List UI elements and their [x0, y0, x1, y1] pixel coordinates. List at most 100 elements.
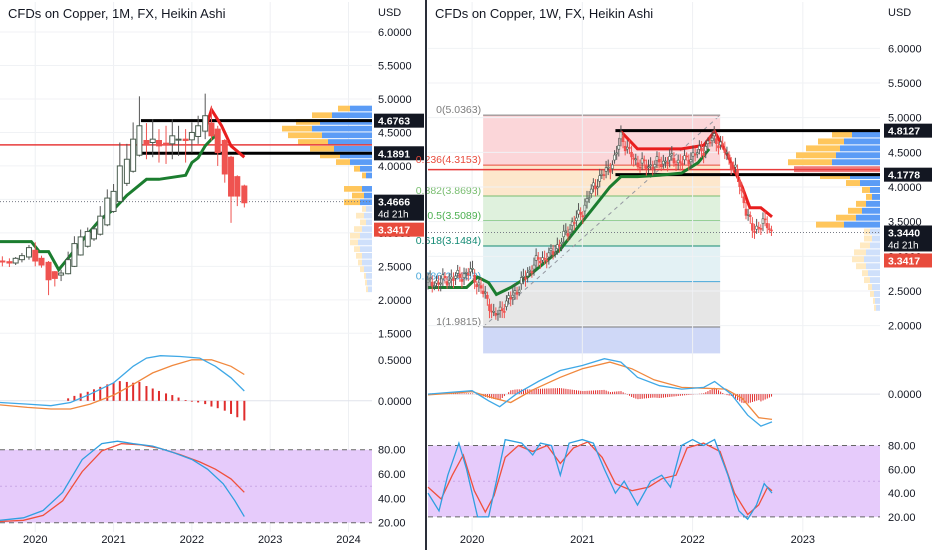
- current-price-countdown: 4d 21h: [888, 240, 919, 251]
- volume-profile-bar: [350, 159, 372, 165]
- macd-tick-label: 0.5000: [378, 355, 412, 367]
- candle-body: [638, 166, 642, 169]
- weekly-macd-pane: [427, 358, 880, 427]
- candle-body: [505, 300, 508, 307]
- macd-line: [0, 355, 245, 407]
- volume-profile-bar: [354, 226, 362, 232]
- candle-body: [169, 135, 176, 145]
- candle-body: [723, 148, 727, 153]
- volume-profile-bar: [862, 207, 880, 214]
- volume-profile-bar: [344, 186, 362, 192]
- macd-signal-line: [427, 361, 773, 421]
- fib-level-label: 0.5(3.5089): [427, 210, 481, 222]
- candle-body: [678, 161, 682, 164]
- candle-body: [195, 125, 202, 137]
- candle-body: [560, 241, 563, 245]
- monthly-stoch-pane: [0, 440, 372, 524]
- weekly-price-axis[interactable]: 6.00005.50005.00004.50004.00003.50003.00…: [884, 43, 932, 524]
- candle-body: [553, 252, 557, 254]
- volume-profile-bar: [873, 297, 875, 304]
- candle-body: [469, 268, 472, 273]
- macd-signal-line: [0, 359, 245, 410]
- level-price-tag: [374, 113, 424, 128]
- candle-body: [522, 275, 525, 278]
- candle-body: [649, 164, 652, 167]
- level-price-tag-label: 4.1891: [378, 148, 410, 160]
- volume-profile-bar: [872, 193, 880, 200]
- prev-close-tag: [884, 253, 932, 268]
- candle-body: [765, 223, 769, 229]
- candle-body: [221, 139, 228, 175]
- macd-line: [427, 358, 773, 427]
- volume-profile-bar: [362, 252, 372, 259]
- volume-profile-bar: [320, 152, 340, 159]
- fib-level-label: 0(5.0363): [436, 104, 481, 116]
- level-price-tag-label: 4.1778: [888, 170, 920, 182]
- monthly-chart: 6.00005.50005.00004.50004.00003.50003.00…: [0, 0, 425, 550]
- volume-profile-bar: [848, 207, 862, 214]
- price-tick-label: 5.5000: [378, 61, 412, 73]
- volume-profile-bar: [870, 187, 880, 193]
- volume-profile-bar: [336, 159, 350, 165]
- candle-body: [18, 255, 25, 261]
- candle-body: [729, 162, 733, 170]
- monthly-price-axis[interactable]: 6.00005.50005.00004.50004.00003.50003.00…: [374, 27, 424, 530]
- candle-body: [509, 297, 512, 300]
- candle-body: [708, 141, 712, 144]
- candle-body: [116, 165, 123, 202]
- volume-profile-bar: [864, 256, 880, 263]
- price-tick-label: 4.5000: [888, 147, 922, 159]
- weekly-time-axis[interactable]: 2020 2021 2022 2023: [460, 534, 815, 546]
- volume-profile-bar: [356, 212, 364, 219]
- candle-body: [746, 214, 750, 216]
- candle-body: [659, 164, 663, 168]
- candle-body: [97, 215, 104, 235]
- candle-body: [175, 138, 182, 141]
- volume-profile-bar: [796, 152, 836, 159]
- candle-body: [439, 282, 443, 285]
- candle-body: [182, 138, 189, 141]
- candle-body: [606, 166, 610, 169]
- candle-body: [721, 143, 724, 146]
- volume-profile-bar: [860, 180, 880, 186]
- candle-body: [712, 133, 716, 137]
- candle-body: [755, 225, 758, 230]
- volume-profile-bar: [354, 246, 360, 252]
- monthly-currency-label: USD: [378, 7, 401, 19]
- volume-profile-bar: [366, 286, 368, 293]
- stoch-d-line: [0, 442, 245, 523]
- volume-profile-bar: [852, 131, 880, 138]
- volume-profile-bar: [366, 219, 372, 226]
- fib-zone: [483, 281, 721, 327]
- candle-body: [188, 131, 195, 141]
- monthly-time-axis[interactable]: 2020 2021 2022 2023 2024: [23, 534, 361, 546]
- stoch-k-line: [0, 440, 245, 521]
- candle-body: [770, 229, 773, 232]
- candle-body: [443, 275, 447, 279]
- candle-body: [615, 152, 618, 155]
- candle-body: [447, 280, 451, 284]
- candle-body: [632, 157, 635, 160]
- monthly-candles: [0, 93, 248, 296]
- volume-profile-bar: [868, 284, 872, 290]
- volume-profile-bar: [364, 192, 372, 199]
- volume-profile-bar: [364, 273, 366, 279]
- candle-body: [556, 244, 559, 249]
- candle-body: [38, 257, 45, 266]
- candle-body: [589, 188, 593, 194]
- volume-profile-bar: [866, 263, 880, 270]
- candle-body: [575, 217, 578, 221]
- volume-profile-bar: [312, 112, 332, 119]
- candle-body: [65, 259, 72, 275]
- candle-body: [90, 228, 97, 240]
- trail-line-bear: [203, 106, 246, 159]
- candle-body: [32, 249, 39, 262]
- candle-body: [672, 158, 676, 164]
- volume-profile-bar: [862, 270, 868, 277]
- volume-profile-bar: [868, 270, 880, 277]
- candle-body: [477, 282, 481, 286]
- candle-body: [435, 280, 438, 284]
- candle-body: [545, 259, 549, 262]
- candle-body: [441, 274, 445, 280]
- stoch-tick-label: 60.00: [888, 464, 916, 476]
